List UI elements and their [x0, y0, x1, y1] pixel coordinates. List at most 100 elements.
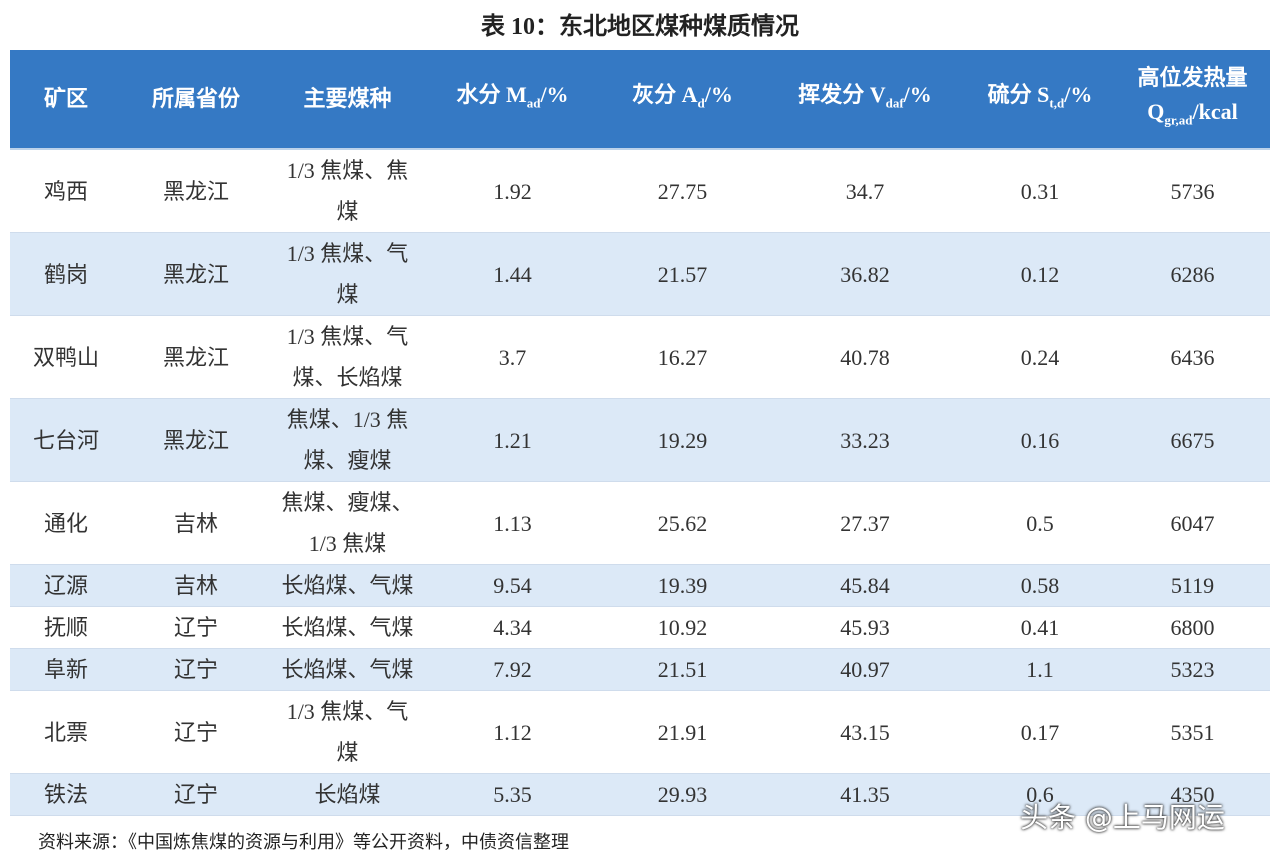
header-text: 矿区: [43, 86, 88, 111]
table-cell: 6286: [1115, 232, 1270, 316]
table-cell: 焦煤、瘦煤、1/3 焦煤: [270, 481, 425, 565]
table-cell: 1/3 焦煤、气煤: [270, 690, 425, 774]
source-note: 资料来源：《中国炼焦煤的资源与利用》等公开资料，中债资信整理: [38, 832, 569, 853]
table-title: 表 10：东北地区煤种煤质情况: [481, 14, 799, 40]
table-cell: 辽宁: [122, 606, 270, 649]
watermark: 头条 @上马网运: [1020, 801, 1225, 834]
table-row: 北票 辽宁 1/3 焦煤、气煤 1.12 21.91 43.15 0.17 5351: [10, 690, 1270, 774]
table-cell: 21.91: [600, 690, 765, 774]
table-cell: 长焰煤: [270, 773, 425, 816]
table-cell: 29.93: [600, 773, 765, 816]
header-cell: 挥发分 Vdaf/%: [765, 50, 965, 150]
table-cell: 5.35: [425, 773, 600, 816]
table-cell: 9.54: [425, 564, 600, 607]
table-cell: 辽宁: [122, 690, 270, 774]
table-cell: 1.92: [425, 149, 600, 233]
table-cell: 4.34: [425, 606, 600, 649]
table-cell: 40.97: [765, 648, 965, 691]
table-cell: 抚顺: [10, 606, 122, 649]
table-cell: 34.7: [765, 149, 965, 233]
header-unit: /%: [903, 81, 932, 107]
table-cell: 铁法: [10, 773, 122, 816]
table-row: 双鸭山 黑龙江 1/3 焦煤、气煤、长焰煤 3.7 16.27 40.78 0.24 6436: [10, 315, 1270, 399]
table-cell: 6436: [1115, 315, 1270, 399]
table-cell: 3.7: [425, 315, 600, 399]
table-cell: 0.12: [965, 232, 1115, 316]
table-cell: 19.29: [600, 398, 765, 482]
header-text: 灰分 A: [632, 81, 698, 107]
table-cell: 1.13: [425, 481, 600, 565]
header-text: 高位发热量: [1137, 64, 1248, 90]
table-cell: 21.57: [600, 232, 765, 316]
table-cell: 焦煤、1/3 焦煤、瘦煤: [270, 398, 425, 482]
table-cell: 吉林: [122, 564, 270, 607]
table-cell: 27.37: [765, 481, 965, 565]
table-row: 抚顺 辽宁 长焰煤、气煤 4.34 10.92 45.93 0.41 6800: [10, 606, 1270, 649]
table-cell: 长焰煤、气煤: [270, 564, 425, 607]
table-cell: 1/3 焦煤、气煤: [270, 232, 425, 316]
table-cell: 1.12: [425, 690, 600, 774]
header-unit: /%: [540, 81, 569, 107]
table-cell: 鸡西: [10, 149, 122, 233]
table-cell: 40.78: [765, 315, 965, 399]
header-cell: 主要煤种: [270, 50, 425, 150]
table-cell: 长焰煤、气煤: [270, 648, 425, 691]
table-cell: 6800: [1115, 606, 1270, 649]
table-cell: 16.27: [600, 315, 765, 399]
table-cell: 通化: [10, 481, 122, 565]
table-cell: 1.1: [965, 648, 1115, 691]
table-cell: 0.6: [965, 773, 1115, 816]
header-subscript: gr,ad: [1164, 112, 1193, 128]
table-cell: 0.24: [965, 315, 1115, 399]
table-row: 鹤岗 黑龙江 1/3 焦煤、气煤 1.44 21.57 36.82 0.12 6286: [10, 232, 1270, 316]
header-unit: /%: [1064, 81, 1093, 107]
table-cell: 0.17: [965, 690, 1115, 774]
table-cell: 27.75: [600, 149, 765, 233]
table-cell: 七台河: [10, 398, 122, 482]
header-cell: 矿区: [10, 50, 122, 150]
table-row: 七台河 黑龙江 焦煤、1/3 焦煤、瘦煤 1.21 19.29 33.23 0.16 6675: [10, 398, 1270, 482]
table-cell: 36.82: [765, 232, 965, 316]
table-cell: 黑龙江: [122, 232, 270, 316]
table-cell: 辽宁: [122, 773, 270, 816]
table-row: 通化 吉林 焦煤、瘦煤、1/3 焦煤 1.13 25.62 27.37 0.5 6047: [10, 481, 1270, 565]
table-cell: 6047: [1115, 481, 1270, 565]
table-cell: 0.5: [965, 481, 1115, 565]
table-cell: 0.16: [965, 398, 1115, 482]
header-text: 水分 M: [456, 81, 527, 107]
header-text: 主要煤种: [303, 86, 392, 111]
table-cell: 5351: [1115, 690, 1270, 774]
table-cell: 5736: [1115, 149, 1270, 233]
header-subscript: ad: [526, 95, 541, 111]
table-cell: 41.35: [765, 773, 965, 816]
table-cell: 1.44: [425, 232, 600, 316]
table-cell: 0.31: [965, 149, 1115, 233]
table-cell: 21.51: [600, 648, 765, 691]
header-cell: 硫分 St,d/%: [965, 50, 1115, 150]
header-unit: /kcal: [1192, 98, 1238, 124]
table-cell: 5323: [1115, 648, 1270, 691]
header-subscript: d: [697, 95, 705, 111]
table-cell: 33.23: [765, 398, 965, 482]
header-cell: 灰分 Ad/%: [600, 50, 765, 150]
table-cell: 双鸭山: [10, 315, 122, 399]
header-row: 矿区 所属省份 主要煤种 水分 Mad/% 灰分 Ad/% 挥发分 Vdaf/% 硫分 St…: [10, 50, 1270, 150]
table-cell: 辽宁: [122, 648, 270, 691]
table-cell: 1/3 焦煤、气煤、长焰煤: [270, 315, 425, 399]
table-cell: 5119: [1115, 564, 1270, 607]
table-cell: 北票: [10, 690, 122, 774]
header-cell: 高位发热量 Qgr,ad/kcal: [1115, 50, 1270, 150]
table-cell: 25.62: [600, 481, 765, 565]
header-text: Q: [1147, 98, 1165, 124]
table-cell: 鹤岗: [10, 232, 122, 316]
header-text: 所属省份: [151, 86, 240, 111]
table-cell: 7.92: [425, 648, 600, 691]
header-unit: /%: [704, 81, 733, 107]
table: 矿区 所属省份 主要煤种 水分 Mad/% 灰分 Ad/% 挥发分 Vdaf/% 硫分 St…: [10, 50, 1270, 816]
table-cell: 辽源: [10, 564, 122, 607]
table-row: 鸡西 黑龙江 1/3 焦煤、焦煤 1.92 27.75 34.7 0.31 5736: [10, 149, 1270, 233]
table-cell: 黑龙江: [122, 149, 270, 233]
table-cell: 长焰煤、气煤: [270, 606, 425, 649]
header-cell: 所属省份: [122, 50, 270, 150]
